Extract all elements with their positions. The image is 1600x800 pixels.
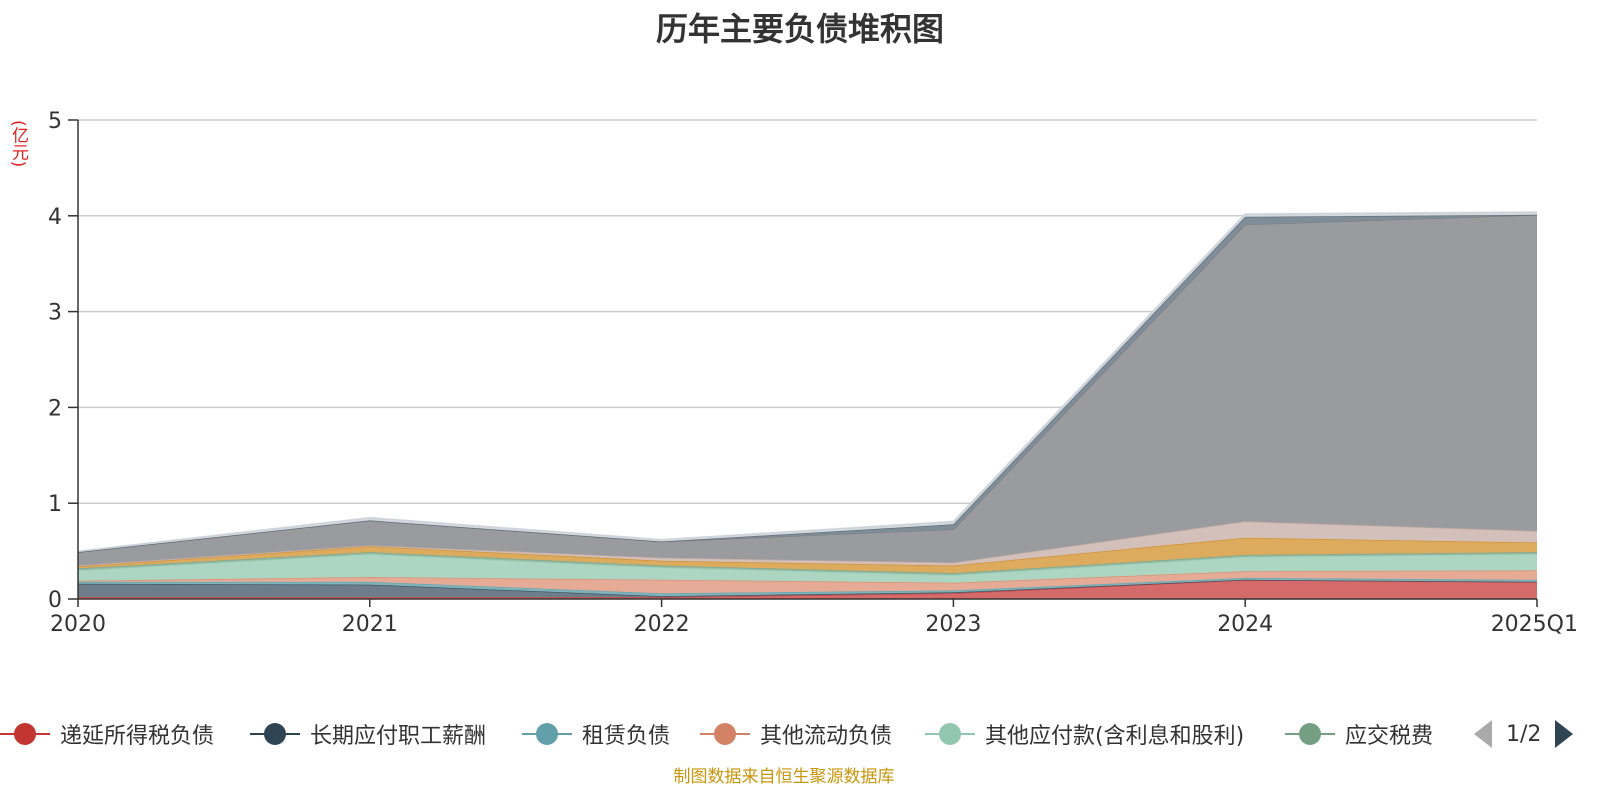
area-series-9[interactable] bbox=[78, 214, 1537, 553]
area-series-7[interactable] bbox=[78, 521, 1537, 567]
area-series-8[interactable] bbox=[78, 214, 1537, 566]
legend-pager: 1/2 bbox=[1470, 714, 1574, 754]
stacked-area-chart: 0 1 2 3 4 5 2020 2021 2022 2023 2024 2025Q1 bbox=[48, 109, 1578, 637]
area-series-2[interactable] bbox=[78, 577, 1537, 597]
axes: 0 1 2 3 4 5 2020 2021 2022 2023 2024 2025Q1 bbox=[48, 109, 1578, 637]
legend-marker-icon bbox=[700, 723, 750, 745]
legend: 递延所得税负债 长期应付职工薪酬 租赁负债 其他流动负债 其他应付款(含利息和股利) 应交… bbox=[0, 714, 1460, 754]
x-tick-label: 2023 bbox=[925, 612, 981, 637]
x-tick-label: 2021 bbox=[342, 612, 398, 637]
y-tick-label: 0 bbox=[48, 588, 62, 613]
pager-prev-icon[interactable] bbox=[1474, 720, 1492, 748]
pager-text: 1/2 bbox=[1506, 721, 1542, 747]
legend-item[interactable]: 其他流动负债 bbox=[700, 714, 892, 754]
source-note: 制图数据来自恒生聚源数据库 bbox=[673, 767, 895, 787]
y-tick-label: 5 bbox=[48, 109, 62, 134]
legend-item[interactable]: 其他应付款(含利息和股利) bbox=[925, 714, 1244, 754]
legend-label: 长期应付职工薪酬 bbox=[310, 724, 487, 749]
y-tick-label: 4 bbox=[48, 205, 62, 230]
y-tick-label: 2 bbox=[48, 396, 62, 421]
legend-label: 租赁负债 bbox=[582, 724, 671, 749]
area-series-layer bbox=[77, 211, 1538, 599]
legend-marker-icon bbox=[522, 723, 572, 745]
legend-marker-icon bbox=[925, 723, 975, 745]
legend-item[interactable]: 租赁负债 bbox=[522, 714, 670, 754]
y-tick-label: 3 bbox=[48, 301, 62, 326]
area-series-0[interactable] bbox=[78, 579, 1537, 599]
area-series-5[interactable] bbox=[78, 552, 1537, 575]
legend-item[interactable]: 长期应付职工薪酬 bbox=[250, 714, 486, 754]
chart-title: 历年主要负债堆积图 bbox=[655, 10, 944, 48]
series-line-10 bbox=[77, 211, 1538, 552]
legend-item[interactable]: 应交税费 bbox=[1285, 714, 1433, 754]
area-series-4[interactable] bbox=[78, 554, 1537, 583]
x-tick-label: 2020 bbox=[50, 612, 106, 637]
x-tick-label: 2022 bbox=[634, 612, 690, 637]
legend-label: 其他应付款(含利息和股利) bbox=[985, 724, 1245, 749]
x-tick-label: 2024 bbox=[1217, 612, 1273, 637]
series-line-1 bbox=[77, 579, 1538, 597]
pager-next-icon[interactable] bbox=[1555, 720, 1574, 748]
area-series-6[interactable] bbox=[78, 537, 1537, 574]
legend-item[interactable]: 递延所得税负债 bbox=[0, 714, 214, 754]
y-tick-label: 1 bbox=[48, 492, 62, 517]
legend-label: 递延所得税负债 bbox=[60, 724, 215, 749]
legend-marker-icon bbox=[250, 723, 300, 745]
legend-label: 应交税费 bbox=[1345, 724, 1434, 749]
legend-label: 其他流动负债 bbox=[760, 724, 893, 749]
legend-marker-icon bbox=[0, 723, 50, 745]
x-tick-label: 2025Q1 bbox=[1491, 612, 1578, 637]
legend-marker-icon bbox=[1285, 723, 1335, 745]
area-series-1[interactable] bbox=[78, 579, 1537, 598]
y-axis-unit: (亿元) bbox=[8, 120, 28, 168]
